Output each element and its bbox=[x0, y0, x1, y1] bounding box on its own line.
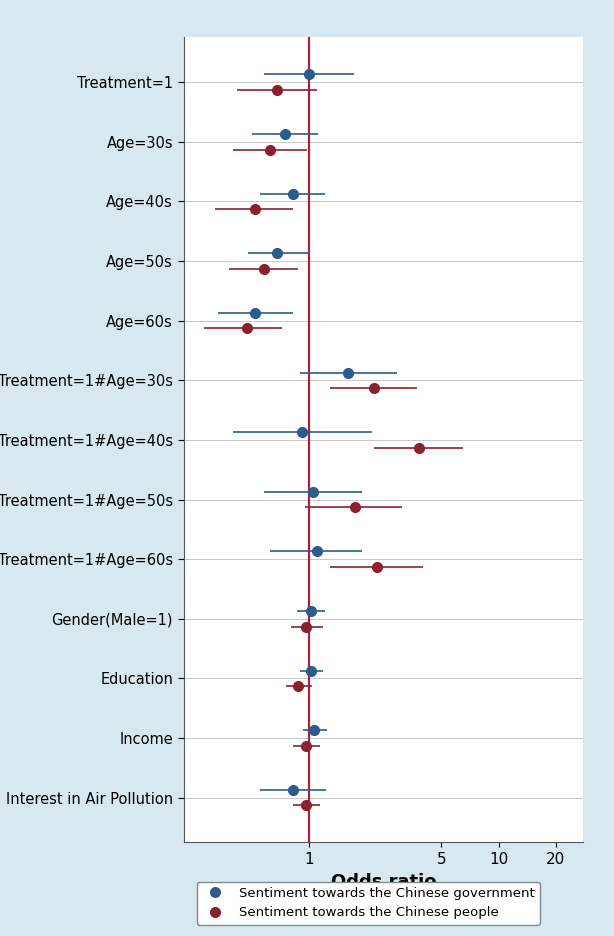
Legend: Sentiment towards the Chinese government, Sentiment towards the Chinese people: Sentiment towards the Chinese government… bbox=[196, 882, 540, 925]
X-axis label: Odds ratio: Odds ratio bbox=[331, 872, 437, 891]
